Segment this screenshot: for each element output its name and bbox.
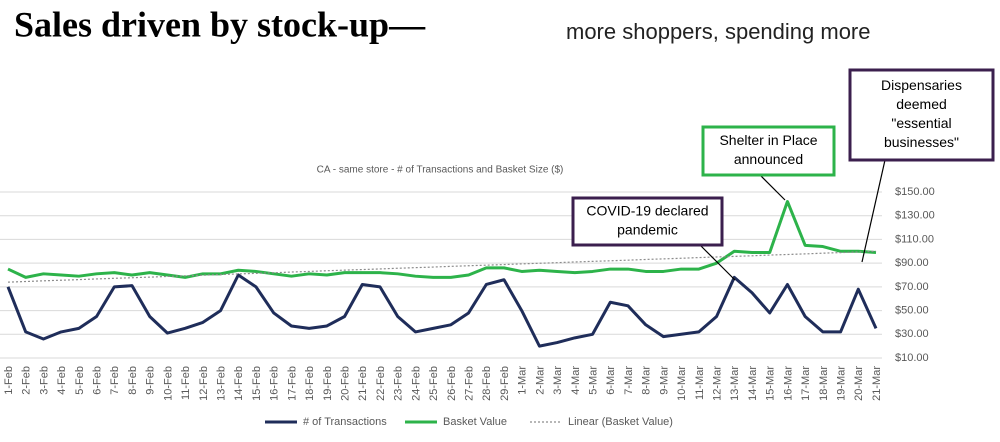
callout-pointer (759, 174, 786, 201)
x-tick-label: 10-Mar (676, 366, 688, 401)
x-tick-label: 15-Mar (765, 366, 777, 401)
x-tick-label: 23-Feb (393, 366, 405, 401)
x-tick-label: 17-Feb (286, 366, 298, 401)
x-tick-label: 1-Mar (517, 366, 529, 395)
x-tick-label: 14-Mar (747, 366, 759, 401)
x-tick-label: 7-Feb (109, 366, 121, 395)
x-tick-label: 27-Feb (463, 366, 475, 401)
callout-text: "essential (891, 115, 951, 131)
callout-text: Dispensaries (881, 77, 962, 93)
series-line (7, 250, 877, 283)
x-tick-label: 29-Feb (499, 366, 511, 401)
x-tick-label: 12-Feb (198, 366, 210, 401)
x-tick-label: 4-Feb (56, 366, 68, 395)
callout-pointer (861, 159, 886, 263)
x-tick-label: 22-Feb (375, 366, 387, 401)
x-tick-label: 2-Feb (21, 366, 33, 395)
callout-box (848, 68, 995, 162)
y-tick-label: $50.00 (895, 304, 929, 316)
callout-box (701, 125, 836, 177)
legend-label: # of Transactions (303, 416, 387, 428)
chart-title: CA - same store - # of Transactions and … (317, 165, 564, 176)
slide-title: Sales driven by stock-up— (14, 4, 426, 44)
y-tick-label: $110.00 (895, 233, 934, 245)
x-tick-label: 20-Feb (339, 366, 351, 401)
x-tick-label: 19-Feb (322, 366, 334, 401)
series-line (6, 273, 878, 348)
x-tick-label: 11-Feb (180, 366, 192, 400)
x-tick-label: 9-Feb (145, 366, 157, 395)
callout-text: announced (734, 151, 803, 167)
x-tick-label: 6-Feb (91, 366, 103, 395)
x-tick-label: 15-Feb (251, 366, 263, 401)
y-tick-label: $150.00 (895, 186, 935, 198)
slide-subtitle: more shoppers, spending more (566, 19, 871, 44)
x-tick-label: 3-Mar (552, 366, 564, 395)
callout-text: pandemic (617, 222, 678, 238)
x-tick-label: 9-Mar (658, 366, 670, 395)
x-tick-label: 13-Mar (729, 366, 741, 401)
x-tick-label: 18-Feb (304, 366, 316, 401)
x-tick-label: 21-Mar (871, 366, 883, 401)
x-tick-label: 12-Mar (711, 366, 723, 401)
x-tick-label: 14-Feb (233, 366, 245, 401)
x-tick-label: 21-Feb (357, 366, 369, 401)
x-tick-label: 5-Feb (74, 366, 86, 395)
x-tick-label: 11-Mar (694, 366, 706, 400)
x-tick-label: 10-Feb (162, 366, 174, 401)
x-tick-label: 17-Mar (800, 366, 812, 401)
x-tick-label: 20-Mar (853, 366, 865, 401)
callout-text: COVID-19 declared (586, 203, 708, 219)
y-tick-label: $30.00 (895, 328, 929, 340)
x-tick-label: 19-Mar (835, 366, 847, 401)
x-tick-label: 24-Feb (410, 366, 422, 401)
legend-label: Linear (Basket Value) (568, 416, 673, 428)
x-tick-label: 5-Mar (587, 366, 599, 395)
x-tick-label: 16-Feb (269, 366, 281, 401)
x-tick-label: 6-Mar (605, 366, 617, 395)
y-tick-label: $10.00 (895, 352, 929, 364)
x-tick-label: 7-Mar (623, 366, 635, 395)
y-tick-label: $70.00 (895, 281, 929, 293)
x-tick-label: 18-Mar (818, 366, 830, 401)
x-tick-label: 4-Mar (570, 366, 582, 395)
callout-pointer (699, 244, 736, 281)
x-tick-label: 8-Feb (127, 366, 139, 395)
x-tick-label: 26-Feb (446, 366, 458, 401)
x-tick-label: 16-Mar (782, 366, 794, 401)
callout-text: deemed (896, 96, 947, 112)
x-tick-label: 13-Feb (215, 366, 227, 401)
callout-box (571, 196, 724, 247)
series-line (7, 199, 877, 279)
x-tick-label: 2-Mar (534, 366, 546, 395)
y-tick-label: $130.00 (895, 210, 935, 222)
legend-label: Basket Value (443, 416, 507, 428)
x-tick-label: 25-Feb (428, 366, 440, 401)
y-tick-label: $90.00 (895, 257, 929, 269)
x-tick-label: 28-Feb (481, 366, 493, 401)
callout-text: businesses" (884, 134, 959, 150)
x-tick-label: 1-Feb (3, 366, 15, 395)
callout-text: Shelter in Place (719, 132, 817, 148)
x-tick-label: 3-Feb (38, 366, 50, 395)
x-tick-label: 8-Mar (641, 366, 653, 395)
